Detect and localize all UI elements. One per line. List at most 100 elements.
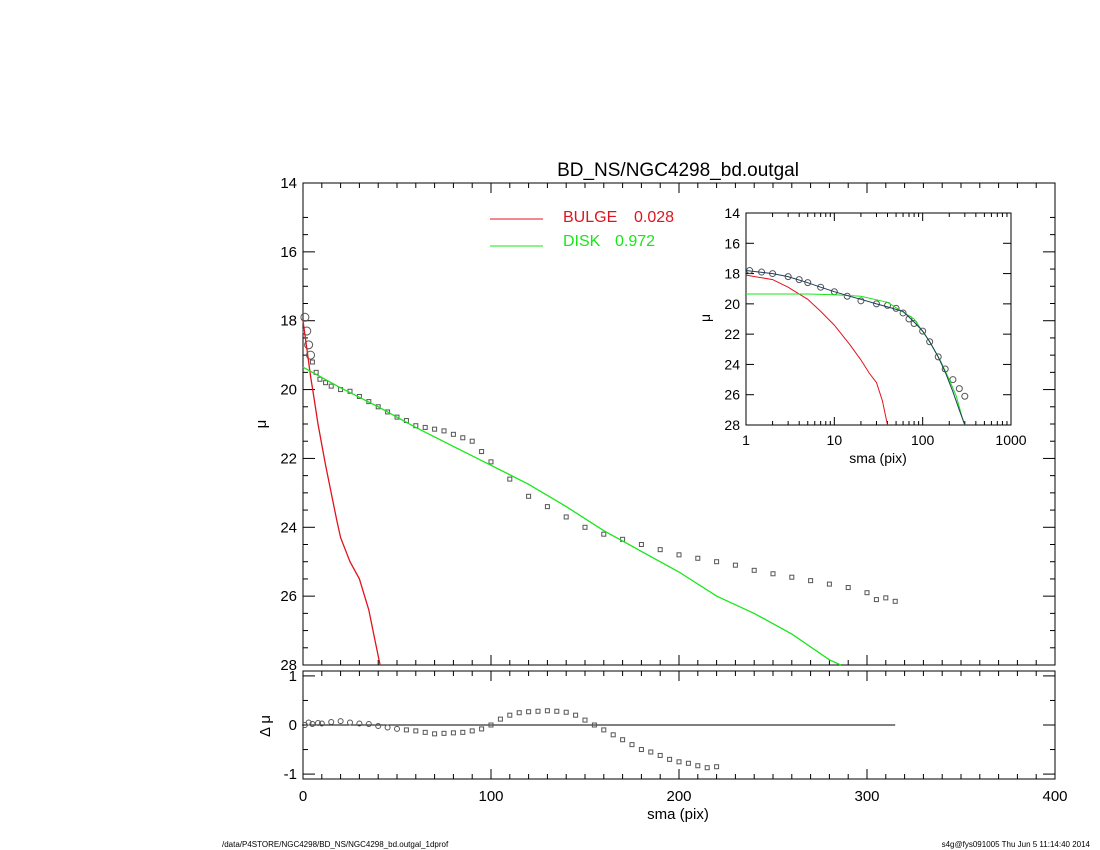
residual-point xyxy=(497,716,503,722)
main-data-point xyxy=(657,547,663,553)
main-ytick-label: 24 xyxy=(280,519,297,536)
main-data-point xyxy=(450,431,456,437)
residual-point xyxy=(441,730,447,736)
main-data-point xyxy=(488,459,494,465)
inset-data-point xyxy=(919,327,927,335)
inset-data-point xyxy=(857,297,865,305)
inset-ytick-label: 14 xyxy=(724,205,740,221)
inset-ytick-label: 16 xyxy=(724,235,740,251)
footer-left: /data/P4STORE/NGC4298/BD_NS/NGC4298_bd.o… xyxy=(222,840,449,849)
inset-ytick-label: 20 xyxy=(724,296,740,312)
main-data-point xyxy=(751,567,757,573)
residual-point xyxy=(685,760,691,766)
main-data-point xyxy=(526,493,532,499)
main-data-point xyxy=(304,340,314,350)
main-data-point xyxy=(328,383,334,389)
main-data-point xyxy=(695,555,701,561)
residual-point xyxy=(620,737,626,743)
main-ytick-label: 28 xyxy=(280,657,297,674)
residual-point xyxy=(507,712,513,718)
main-data-point xyxy=(317,376,323,382)
inset-xtick-label: 100 xyxy=(911,432,935,448)
residual-point xyxy=(479,726,485,732)
main-data-point xyxy=(732,562,738,568)
legend: BULGE 0.028 DISK 0.972 xyxy=(490,209,674,250)
residual-point xyxy=(704,765,710,771)
residual-xtick-label: 200 xyxy=(666,788,691,805)
main-data-point xyxy=(432,426,438,432)
inset-data-point xyxy=(961,392,969,400)
residual-point xyxy=(394,725,400,732)
inset-data-point xyxy=(784,273,792,281)
residual-point xyxy=(318,720,325,727)
residual-point xyxy=(573,712,579,718)
residual-point xyxy=(328,719,335,726)
residual-point xyxy=(365,721,372,728)
inset-data-point xyxy=(817,283,825,291)
inset-line-bulge xyxy=(745,274,888,426)
residual-point xyxy=(450,730,456,736)
residual-xtick-label: 0 xyxy=(299,788,307,805)
residual-point xyxy=(460,729,466,735)
inset-xlabel: sma (pix) xyxy=(849,450,907,466)
main-data-point xyxy=(300,312,310,322)
residual-point xyxy=(563,709,569,715)
residual-point xyxy=(375,722,382,729)
residual-point xyxy=(535,708,541,714)
main-data-point xyxy=(323,380,329,386)
inset-ytick-label: 28 xyxy=(724,417,740,433)
main-data-point xyxy=(714,559,720,565)
main-data-point xyxy=(375,404,381,410)
main-ytick-label: 20 xyxy=(280,382,297,399)
residual-point xyxy=(667,756,673,762)
main-ytick-label: 26 xyxy=(280,588,297,605)
residual-point xyxy=(305,719,312,726)
main-data-point xyxy=(789,574,795,580)
residual-point xyxy=(347,719,353,726)
residual-ytick-label: 0 xyxy=(289,717,297,734)
main-data-point xyxy=(883,595,889,601)
legend-label-disk: DISK xyxy=(563,233,601,250)
inset-data-point xyxy=(955,385,963,393)
residual-xtick-label: 100 xyxy=(478,788,503,805)
main-data-point xyxy=(441,428,447,434)
inset-xtick-label: 1 xyxy=(742,432,750,448)
residual-point xyxy=(638,747,644,753)
chart-title: BD_NS/NGC4298_bd.outgal xyxy=(557,160,799,181)
main-data-point xyxy=(845,585,851,591)
residual-point xyxy=(544,708,550,714)
residual-point xyxy=(714,764,720,770)
residual-point xyxy=(629,742,635,748)
main-line-disk xyxy=(302,366,841,666)
residual-xtick-label: 300 xyxy=(854,788,879,805)
footer-right: s4g@fys091005 Thu Jun 5 11:14:40 2014 xyxy=(942,840,1091,849)
residual-point xyxy=(356,720,363,727)
main-data-point xyxy=(873,597,879,603)
main-ytick-label: 18 xyxy=(280,313,297,330)
inset-line-disk xyxy=(746,293,966,426)
main-data-point xyxy=(676,552,682,558)
residual-point xyxy=(610,732,616,738)
residual-point xyxy=(601,727,607,733)
main-data-point xyxy=(544,504,550,510)
residual-point xyxy=(384,724,391,731)
legend-value-bulge: 0.028 xyxy=(634,209,674,226)
main-line-bulge xyxy=(302,320,381,666)
inset-data-point xyxy=(926,338,934,346)
main-data-point xyxy=(302,326,312,336)
main-data-point xyxy=(638,542,644,547)
main-ytick-label: 22 xyxy=(280,450,297,467)
residual-point xyxy=(309,721,316,728)
inset-ytick-label: 22 xyxy=(724,326,740,342)
residual-point xyxy=(432,731,438,737)
residual-ytick-label: -1 xyxy=(284,766,297,783)
inset-data-point xyxy=(804,279,812,287)
inset-xtick-label: 10 xyxy=(827,432,843,448)
residual-point xyxy=(337,718,344,725)
inset-ytick-label: 24 xyxy=(724,356,740,372)
main-ytick-label: 14 xyxy=(280,175,297,192)
main-data-point xyxy=(309,359,315,365)
legend-label-bulge: BULGE xyxy=(563,209,617,226)
